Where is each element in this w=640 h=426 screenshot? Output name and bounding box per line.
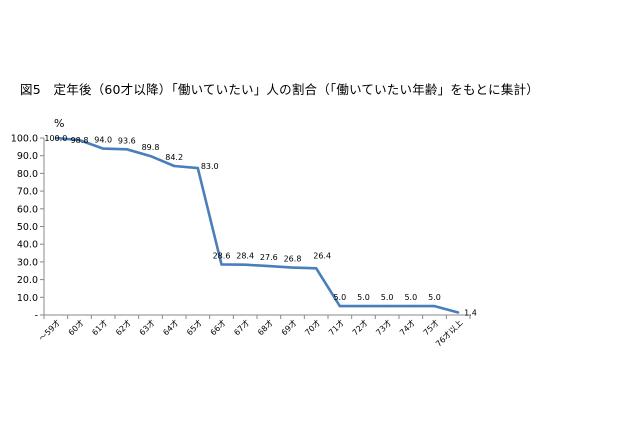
data-point	[456, 311, 460, 314]
y-tick-label: -	[35, 311, 38, 322]
y-tick-label: 10.0	[17, 293, 38, 304]
data-label: 93.6	[118, 136, 136, 145]
data-label: 100.0	[44, 134, 67, 143]
x-tick-label: 73才	[374, 317, 394, 337]
x-tick-label: 70才	[303, 317, 323, 337]
x-tick-label: 60才	[66, 317, 86, 337]
data-point	[196, 166, 200, 170]
x-tick-label: 66才	[208, 317, 228, 337]
y-tick-label: 100.0	[11, 134, 38, 145]
data-point	[433, 304, 436, 308]
x-tick-label: 61才	[90, 317, 110, 337]
data-point	[220, 263, 223, 266]
y-tick-label: 60.0	[17, 204, 38, 215]
data-labels: 100.0 98.8 94.0 93.6 89.8 84.2 83.0 28.6 28.4 27.…	[44, 134, 477, 318]
data-point	[54, 136, 58, 140]
y-tick-label: 50.0	[17, 222, 38, 233]
data-point	[267, 264, 271, 268]
x-tick-label: 71才	[326, 317, 346, 337]
y-tick-label: 70.0	[17, 187, 38, 198]
y-tick-label: 80.0	[17, 169, 38, 180]
data-label: 26.8	[284, 255, 302, 264]
data-point	[385, 304, 389, 308]
y-tick-label: 20.0	[17, 275, 38, 286]
data-label: 89.8	[142, 143, 160, 152]
data-label: 26.4	[313, 251, 331, 260]
data-point	[78, 138, 81, 142]
x-tick-label: 67才	[232, 317, 252, 337]
data-label: 27.6	[260, 253, 278, 262]
data-point	[149, 154, 152, 158]
x-tick-label: 69才	[279, 317, 299, 337]
data-point	[362, 304, 365, 308]
data-point	[409, 304, 413, 308]
x-tick-label: 64才	[161, 317, 181, 337]
data-label: 5.0	[381, 293, 394, 302]
chart-title: 図5 定年後（60才以降）「働いていたい」人の割合（「働いていたい年齢」をもとに…	[20, 82, 539, 97]
y-tick-label: 30.0	[17, 257, 38, 268]
data-point	[291, 266, 294, 269]
x-tick-label: 65才	[184, 317, 204, 337]
x-tick-label: 72才	[350, 317, 370, 337]
x-tick-label: ～59才	[37, 317, 63, 343]
data-label: 28.6	[213, 251, 231, 260]
x-tick-label: 75才	[421, 317, 441, 337]
data-point	[172, 164, 176, 168]
y-tick-label: 40.0	[17, 240, 38, 251]
data-label: 98.8	[71, 136, 89, 145]
data-label: 5.0	[357, 293, 370, 302]
data-label: 5.0	[333, 293, 346, 302]
x-axis: ～59才 60才 61才 62才 63才 64才 65才 66才 67才 68才 69才 70才 71才…	[37, 314, 471, 349]
data-label: 84.2	[165, 153, 183, 162]
series	[54, 136, 460, 314]
data-point	[101, 147, 105, 150]
data-point	[314, 267, 318, 270]
y-tick-label: 90.0	[17, 151, 38, 162]
data-point	[243, 263, 247, 266]
data-label: 1.4	[464, 309, 477, 318]
data-label: 94.0	[94, 136, 112, 145]
x-tick-label: 74才	[397, 317, 417, 337]
x-tick-label: 63才	[137, 317, 157, 337]
data-point	[338, 304, 342, 308]
data-label: 5.0	[428, 293, 441, 302]
series-line	[55, 136, 459, 314]
data-point	[125, 148, 129, 151]
data-label: 28.4	[236, 252, 254, 261]
y-axis: - 10.0 20.0 30.0 40.0 50.0 60.0 70.0 80.0 90.0 100…	[11, 134, 45, 322]
y-axis-label: %	[54, 117, 64, 130]
x-tick-label: 68才	[255, 317, 275, 337]
x-tick-label: 62才	[113, 317, 133, 337]
data-label: 83.0	[201, 162, 219, 171]
data-label: 5.0	[404, 293, 417, 302]
